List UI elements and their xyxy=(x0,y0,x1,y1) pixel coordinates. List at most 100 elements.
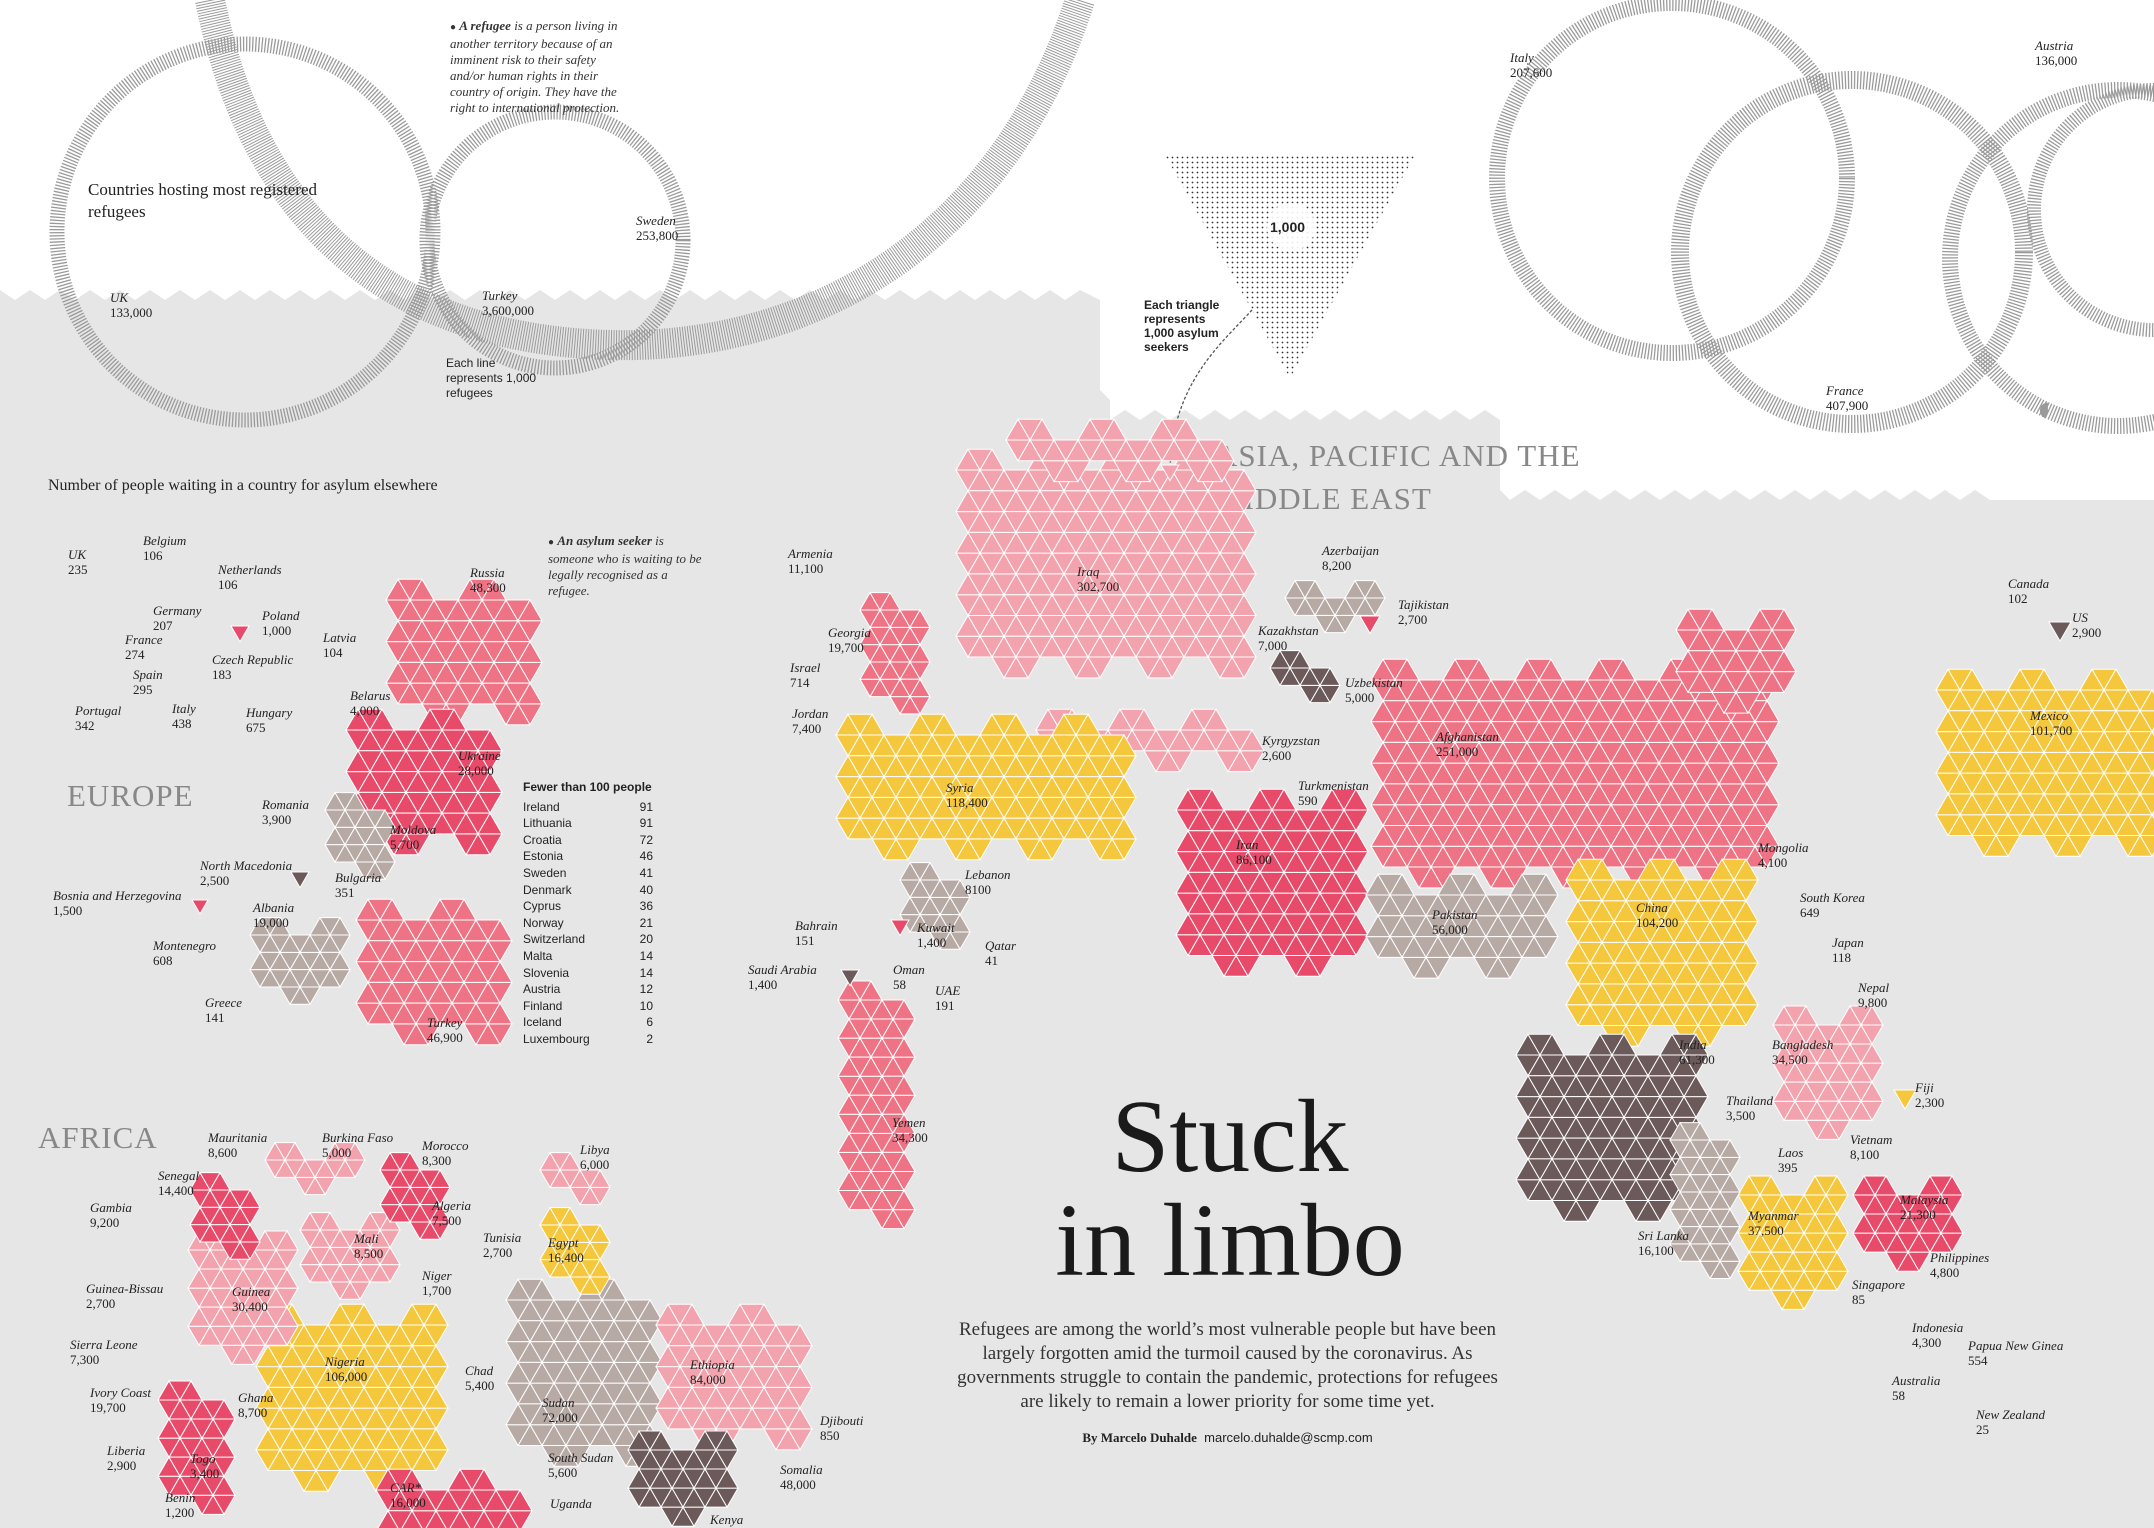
guinea-hex xyxy=(187,1306,233,1347)
iraq-hex xyxy=(1171,531,1221,575)
country-label: CAR* 16,000 xyxy=(390,1480,426,1510)
fewer-row: Cyprus 36 xyxy=(523,898,653,915)
country-name: Philippines xyxy=(1930,1250,1990,1265)
mexico-hex xyxy=(1971,772,2021,816)
country-name: Turkmenistan xyxy=(1298,778,1369,793)
country-value: 19,700 xyxy=(90,1400,126,1415)
country-label: Liberia 2,900 xyxy=(107,1443,145,1473)
country-label: Sri Lanka 16,100 xyxy=(1638,1228,1689,1258)
country-label: Spain 295 xyxy=(133,667,163,697)
country-label: Bulgaria 351 xyxy=(335,870,381,900)
fewer-country: Norway xyxy=(523,915,564,930)
syria-hex xyxy=(1051,713,1101,757)
pakistan-hex xyxy=(1473,935,1523,980)
iran-hex xyxy=(1319,912,1369,957)
saudi-marker xyxy=(840,969,860,987)
country-label: Ethiopia 84,000 xyxy=(690,1357,735,1387)
ivorycoast-hex xyxy=(190,1437,236,1478)
somalia-hex xyxy=(693,1429,739,1471)
russia-hex xyxy=(493,682,543,726)
country-name: Mali xyxy=(354,1231,379,1246)
china-hex xyxy=(1709,941,1759,985)
country-label: Togo 3,400 xyxy=(190,1451,219,1481)
afghanistan-hex xyxy=(1514,782,1564,827)
iran-hex xyxy=(1211,850,1261,895)
somalia-hex xyxy=(660,1487,706,1528)
ukraine-hex xyxy=(453,728,503,773)
country-name: Ethiopia xyxy=(690,1357,735,1372)
country-name: Senegal xyxy=(158,1168,200,1183)
india-hex xyxy=(1515,1157,1565,1202)
country-value: 395 xyxy=(1778,1160,1798,1175)
china-hex xyxy=(1565,858,1615,902)
fewer-than-100-table: Fewer than 100 people Ireland 91 Lithuania… xyxy=(523,779,653,1048)
country-value: 41 xyxy=(985,953,998,968)
sudan-hex xyxy=(613,1382,663,1426)
turkey-eu-hex xyxy=(391,918,441,963)
country-label: Morocco 8,300 xyxy=(422,1138,468,1168)
country-label: Tunisia 2,700 xyxy=(483,1230,521,1260)
country-name: Thailand xyxy=(1726,1093,1773,1108)
country-value: 1,400 xyxy=(917,935,947,950)
country-label: Saudi Arabia 1,400 xyxy=(748,962,817,992)
country-value: 7,000 xyxy=(1258,638,1288,653)
car-hex xyxy=(377,1509,423,1528)
mexico-hex xyxy=(1935,751,1985,795)
country-name: Azerbaijan xyxy=(1322,543,1380,558)
country-name: Mauritania xyxy=(208,1130,268,1145)
country-value: 48,300 xyxy=(470,580,506,595)
afghanistan-hex xyxy=(1658,741,1708,785)
egypt-hex xyxy=(569,1223,611,1261)
india-hex xyxy=(1623,1137,1673,1181)
ivorycoast-hex xyxy=(190,1398,236,1440)
country-name: France xyxy=(125,632,163,647)
country-name: Liberia xyxy=(107,1443,146,1458)
country-label: Ghana 8,700 xyxy=(238,1390,273,1420)
country-value: 46,900 xyxy=(427,1030,463,1045)
asylum-note-term: An asylum seeker xyxy=(557,533,652,548)
country-name: Syria xyxy=(946,780,974,795)
country-value: 2,900 xyxy=(2072,625,2102,640)
country-name: Togo xyxy=(190,1451,216,1466)
iran-hex xyxy=(1175,788,1225,832)
libya-hex xyxy=(539,1151,581,1189)
fewer-country: Lithuania xyxy=(523,816,572,831)
country-label: France 274 xyxy=(125,632,163,662)
india-hex xyxy=(1659,1033,1709,1077)
byline-email[interactable]: marcelo.duhalde@scmp.com xyxy=(1204,1430,1373,1445)
country-label: Laos 395 xyxy=(1778,1145,1803,1175)
country-name: Oman xyxy=(893,962,925,977)
country-value: 9,200 xyxy=(90,1215,120,1230)
country-name: CAR* xyxy=(390,1480,422,1495)
ivorycoast-hex xyxy=(157,1418,203,1459)
turkey-eu-hex xyxy=(427,981,477,1025)
country-label: Kenya xyxy=(710,1512,743,1527)
azerbaijan-hex xyxy=(1344,579,1386,617)
malaysia-hex xyxy=(1918,1213,1964,1254)
bangladesh-hex xyxy=(1838,1043,1884,1084)
country-name: Kyrgyzstan xyxy=(1262,733,1321,748)
nigeria-hex xyxy=(399,1344,449,1389)
country-label: Chad 5,400 xyxy=(465,1363,494,1393)
country-name: South Sudan xyxy=(548,1450,614,1465)
triangle-caption: Each triangle represents 1,000 asylum se… xyxy=(1144,298,1220,354)
russia-hex xyxy=(457,661,507,705)
georgia-hex xyxy=(889,643,931,681)
afghanistan-hex xyxy=(1550,803,1600,848)
india-hex xyxy=(1551,1095,1601,1140)
country-value: 106 xyxy=(143,548,163,563)
srilanka-hex xyxy=(1699,1208,1741,1245)
refugee-note-term: A refugee xyxy=(459,18,511,33)
albania-hex xyxy=(279,968,321,1006)
region-asia: ASIA, PACIFIC AND THE MIDDLE EAST xyxy=(1215,438,1581,516)
headline-line-2: in limbo xyxy=(1055,1183,1405,1298)
country-value: 56,000 xyxy=(1432,922,1468,937)
country-value: 8100 xyxy=(965,882,991,897)
country-label: Senegal 14,400 xyxy=(158,1168,199,1198)
country-name: Niger xyxy=(422,1268,452,1283)
bangladesh-hex xyxy=(1805,1023,1851,1065)
asylum-note: ● An asylum seeker is someone who is wai… xyxy=(548,533,702,598)
country-label: Uganda xyxy=(550,1496,592,1511)
mexico-hex xyxy=(2007,792,2057,837)
lebanon-hex xyxy=(899,861,941,899)
